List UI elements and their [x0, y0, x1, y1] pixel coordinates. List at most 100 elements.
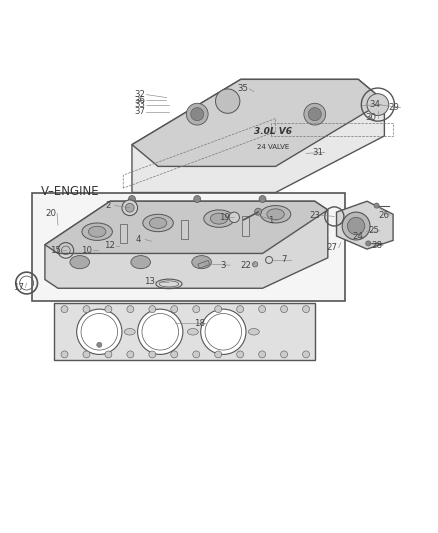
Circle shape — [201, 309, 246, 354]
Circle shape — [342, 212, 370, 240]
Text: 12: 12 — [104, 241, 115, 250]
Circle shape — [83, 305, 90, 313]
Ellipse shape — [192, 256, 212, 269]
Circle shape — [303, 351, 310, 358]
Ellipse shape — [149, 217, 167, 229]
Circle shape — [281, 305, 288, 313]
Circle shape — [367, 94, 389, 116]
Circle shape — [259, 196, 266, 203]
Circle shape — [229, 212, 240, 223]
Polygon shape — [336, 201, 393, 249]
Bar — [53, 303, 315, 360]
Circle shape — [127, 305, 134, 313]
Text: 24: 24 — [353, 232, 364, 241]
Text: 35: 35 — [237, 84, 248, 93]
Circle shape — [61, 305, 68, 313]
Text: 24 VALVE: 24 VALVE — [257, 144, 290, 150]
Text: 7: 7 — [282, 255, 287, 264]
Circle shape — [215, 305, 222, 313]
Text: 28: 28 — [371, 241, 382, 250]
Circle shape — [215, 89, 240, 114]
Text: 22: 22 — [240, 261, 251, 270]
Text: 37: 37 — [134, 108, 145, 117]
Text: 17: 17 — [13, 283, 24, 292]
Ellipse shape — [187, 328, 198, 335]
Circle shape — [127, 351, 134, 358]
Bar — [198, 261, 210, 268]
Circle shape — [149, 351, 156, 358]
Polygon shape — [132, 79, 385, 192]
Circle shape — [237, 351, 244, 358]
Ellipse shape — [82, 223, 113, 240]
Text: 19: 19 — [219, 213, 230, 222]
Bar — [120, 224, 127, 244]
Text: 27: 27 — [327, 243, 338, 252]
Text: 3: 3 — [221, 261, 226, 270]
Ellipse shape — [88, 226, 106, 237]
Text: 10: 10 — [81, 246, 92, 255]
Ellipse shape — [204, 210, 234, 228]
Text: 20: 20 — [45, 209, 56, 218]
Text: 36: 36 — [134, 96, 145, 105]
Text: 34: 34 — [369, 100, 380, 109]
Circle shape — [254, 208, 261, 215]
Circle shape — [171, 305, 178, 313]
Circle shape — [308, 108, 321, 120]
Circle shape — [138, 309, 183, 354]
Circle shape — [149, 305, 156, 313]
Circle shape — [193, 305, 200, 313]
Circle shape — [259, 351, 265, 358]
Bar — [242, 216, 249, 236]
Circle shape — [186, 103, 208, 125]
Circle shape — [171, 351, 178, 358]
Circle shape — [97, 342, 102, 348]
Ellipse shape — [210, 213, 228, 224]
Circle shape — [191, 108, 204, 120]
Circle shape — [259, 305, 265, 313]
Circle shape — [281, 351, 288, 358]
Circle shape — [77, 309, 122, 354]
Circle shape — [128, 196, 135, 203]
Circle shape — [194, 196, 201, 203]
Text: 32: 32 — [134, 90, 145, 99]
Bar — [32, 192, 345, 301]
Text: 23: 23 — [309, 211, 320, 220]
Ellipse shape — [143, 214, 173, 232]
Ellipse shape — [248, 328, 259, 335]
Text: 31: 31 — [313, 148, 324, 157]
Bar — [181, 220, 187, 239]
Ellipse shape — [131, 256, 150, 269]
Circle shape — [215, 351, 222, 358]
Text: 3.0L V6: 3.0L V6 — [254, 127, 293, 136]
Text: 4: 4 — [136, 235, 141, 244]
Circle shape — [303, 305, 310, 313]
Circle shape — [253, 262, 258, 267]
Ellipse shape — [260, 206, 291, 223]
Circle shape — [374, 203, 379, 208]
Text: 15: 15 — [50, 246, 61, 255]
Text: 33: 33 — [134, 100, 145, 109]
Circle shape — [347, 217, 365, 235]
Ellipse shape — [70, 256, 89, 269]
Text: 1: 1 — [268, 216, 273, 225]
Text: 18: 18 — [194, 319, 205, 328]
Circle shape — [105, 351, 112, 358]
Text: 2: 2 — [105, 201, 111, 210]
Circle shape — [105, 305, 112, 313]
Polygon shape — [45, 201, 328, 254]
Circle shape — [122, 200, 138, 215]
Circle shape — [304, 103, 325, 125]
Circle shape — [61, 351, 68, 358]
Circle shape — [193, 351, 200, 358]
Ellipse shape — [267, 209, 284, 220]
Circle shape — [125, 204, 134, 212]
Text: 30: 30 — [366, 113, 377, 122]
Text: 25: 25 — [368, 227, 379, 235]
Text: 13: 13 — [144, 277, 155, 286]
Circle shape — [83, 351, 90, 358]
Text: 29: 29 — [389, 103, 399, 112]
Circle shape — [237, 305, 244, 313]
Circle shape — [366, 241, 371, 246]
Ellipse shape — [124, 328, 135, 335]
Text: 26: 26 — [378, 211, 389, 220]
